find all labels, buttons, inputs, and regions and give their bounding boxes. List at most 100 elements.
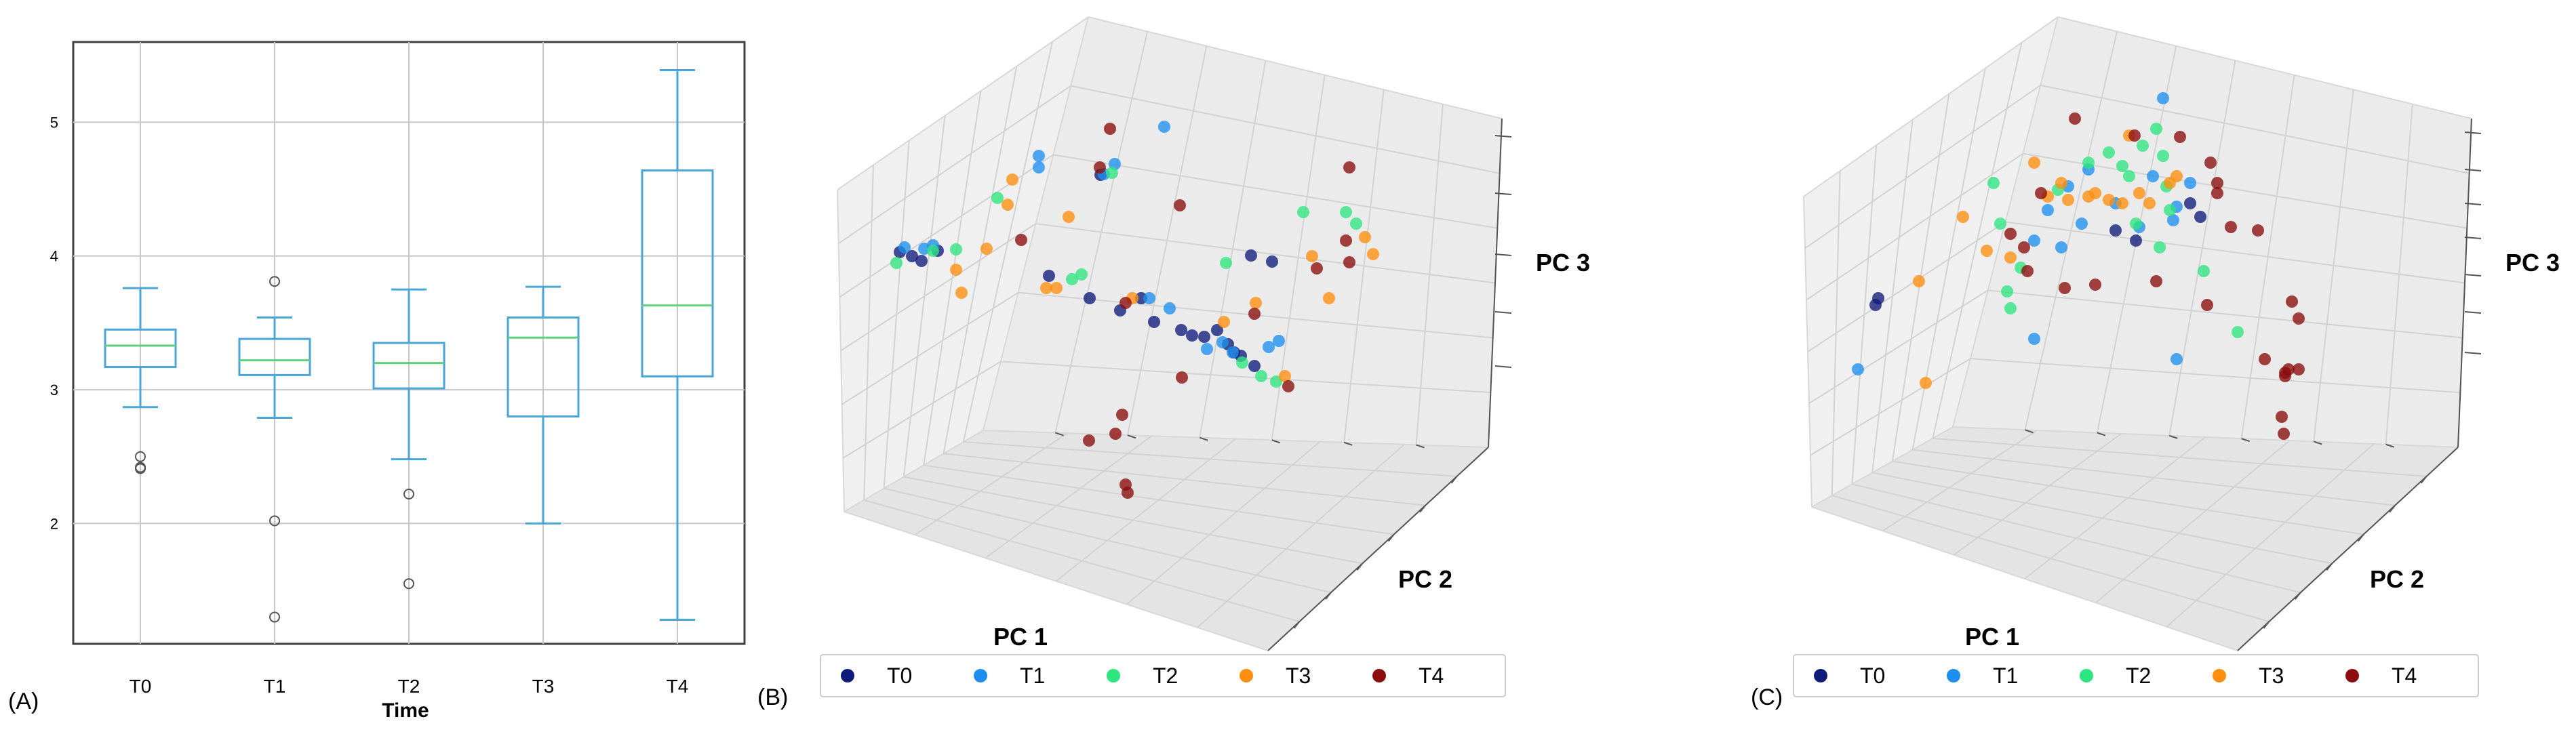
- box-T4: [641, 68, 714, 621]
- scatter-point-T2: [2198, 265, 2210, 277]
- scatter-point-T4: [2021, 265, 2034, 277]
- scatter-point-T4: [2150, 275, 2162, 287]
- panel-b-points: [890, 121, 1379, 499]
- grid-line: [985, 435, 1152, 559]
- axis-tick: [1127, 434, 1136, 439]
- axis-tick: [2326, 563, 2333, 571]
- axis-tick: [2464, 311, 2482, 314]
- axis-spine-y: [1488, 118, 1503, 448]
- scatter-point-T3: [950, 264, 962, 276]
- panel-c-label: (C): [1751, 684, 1783, 710]
- scatter-point-T4: [2278, 428, 2290, 440]
- scatter-point-T4: [1015, 234, 1027, 246]
- panel-a-y-tick-label: 2: [50, 515, 58, 532]
- axis-tick: [2025, 429, 2034, 434]
- box-outlier-point: [403, 488, 414, 499]
- grid-line: [2040, 84, 2470, 174]
- scatter-point-T2: [1255, 370, 1267, 382]
- scatter-point-T2: [1106, 167, 1118, 179]
- axis-tick: [2168, 434, 2178, 439]
- axis-tick: [1494, 311, 1512, 314]
- grid-line: [1035, 223, 1496, 284]
- scatter-point-T0: [915, 255, 928, 267]
- scatter-point-T2: [1066, 273, 1078, 285]
- scatter-point-T2: [2116, 160, 2128, 172]
- grid-line: [1055, 438, 1237, 582]
- box-T1: [238, 276, 311, 623]
- axis-tick: [1494, 135, 1512, 138]
- box-T3: [507, 285, 580, 525]
- box-outlier-point: [269, 515, 280, 527]
- scatter-point-T2: [1075, 268, 1088, 281]
- axis-tick: [1419, 505, 1426, 513]
- scatter-point-T0: [1869, 299, 1882, 311]
- legend-marker-T1: [1947, 669, 1960, 682]
- scatter-point-T4: [2004, 228, 2017, 240]
- scatter-point-T1: [1201, 343, 1213, 355]
- axis-tick: [1055, 432, 1064, 436]
- grid-line: [840, 223, 1037, 352]
- scatter-point-T3: [2028, 157, 2040, 169]
- grid-line: [1810, 358, 1971, 456]
- scatter-point-T0: [2109, 224, 2122, 237]
- panel-a-y-tick-label: 5: [50, 114, 58, 131]
- scatter-point-T3: [1002, 199, 1014, 211]
- scatter-point-T1: [2167, 214, 2179, 226]
- panel-c-floor-pane: [1812, 427, 2458, 651]
- scatter-point-T2: [2130, 218, 2142, 230]
- scatter-point-T0: [1186, 329, 1198, 342]
- panel-c-grid: [1803, 16, 2482, 651]
- grid-line: [1806, 152, 2023, 301]
- grid-line: [1126, 441, 1321, 605]
- axis-tick: [1387, 533, 1395, 542]
- scatter-point-T3: [2133, 187, 2145, 199]
- axis-tick: [1199, 436, 1208, 441]
- scatter-point-T4: [1119, 297, 1132, 309]
- axis-tick: [2464, 352, 2482, 354]
- box-iqr: [372, 342, 445, 390]
- panel-c-3d-scatter: PC 3 PC 2 PC 1 T0 T1 T2 T3 T4 (C): [1751, 16, 2560, 710]
- grid-line: [1053, 154, 1498, 229]
- legend-label: T1: [1020, 663, 1045, 688]
- legend-marker-T3: [2213, 669, 2226, 682]
- axis-tick: [2464, 169, 2482, 171]
- legend-label: T2: [1153, 663, 1178, 688]
- pane-edge: [2057, 16, 2472, 119]
- scatter-point-T3: [980, 243, 993, 255]
- box-outlier-point: [269, 611, 280, 623]
- axis-tick: [1271, 439, 1281, 444]
- scatter-point-T4: [1343, 161, 1355, 173]
- panel-c-x-axis-title: PC 1: [1965, 623, 2019, 651]
- scatter-point-T4: [2225, 221, 2237, 233]
- scatter-point-T3: [2116, 197, 2128, 209]
- panel-a-x-tick-labels: T0 T1 T2 T3 T4: [130, 676, 689, 697]
- panel-a-x-tick-label: T3: [532, 676, 555, 697]
- axis-tick: [2357, 533, 2364, 542]
- axis-tick: [2464, 203, 2482, 205]
- scatter-point-T0: [1245, 249, 1257, 262]
- legend-label: T4: [1419, 663, 1444, 688]
- scatter-point-T4: [2059, 282, 2071, 294]
- box-iqr: [641, 169, 714, 377]
- scatter-point-T1: [1033, 161, 1045, 173]
- scatter-point-T4: [2211, 177, 2223, 189]
- pane-edge: [837, 16, 1089, 190]
- legend-marker-T4: [1372, 669, 1386, 682]
- legend-marker-T4: [2345, 669, 2359, 682]
- scatter-point-T0: [1084, 292, 1096, 304]
- axis-tick: [2420, 476, 2428, 484]
- scatter-point-T4: [2174, 131, 2186, 143]
- scatter-point-T1: [1033, 150, 1045, 162]
- axis-tick: [1494, 192, 1512, 195]
- axis-tick: [1356, 563, 1364, 571]
- grid-line: [1804, 85, 2041, 249]
- scatter-point-T3: [1279, 370, 1291, 382]
- scatter-point-T2: [1350, 218, 1362, 230]
- legend-label: T2: [2126, 663, 2151, 688]
- grid-line: [842, 361, 1002, 459]
- scatter-point-T4: [1094, 161, 1106, 173]
- scatter-point-T4: [1311, 262, 1323, 274]
- scatter-point-T4: [1340, 234, 1352, 247]
- legend-label: T0: [1860, 663, 1885, 688]
